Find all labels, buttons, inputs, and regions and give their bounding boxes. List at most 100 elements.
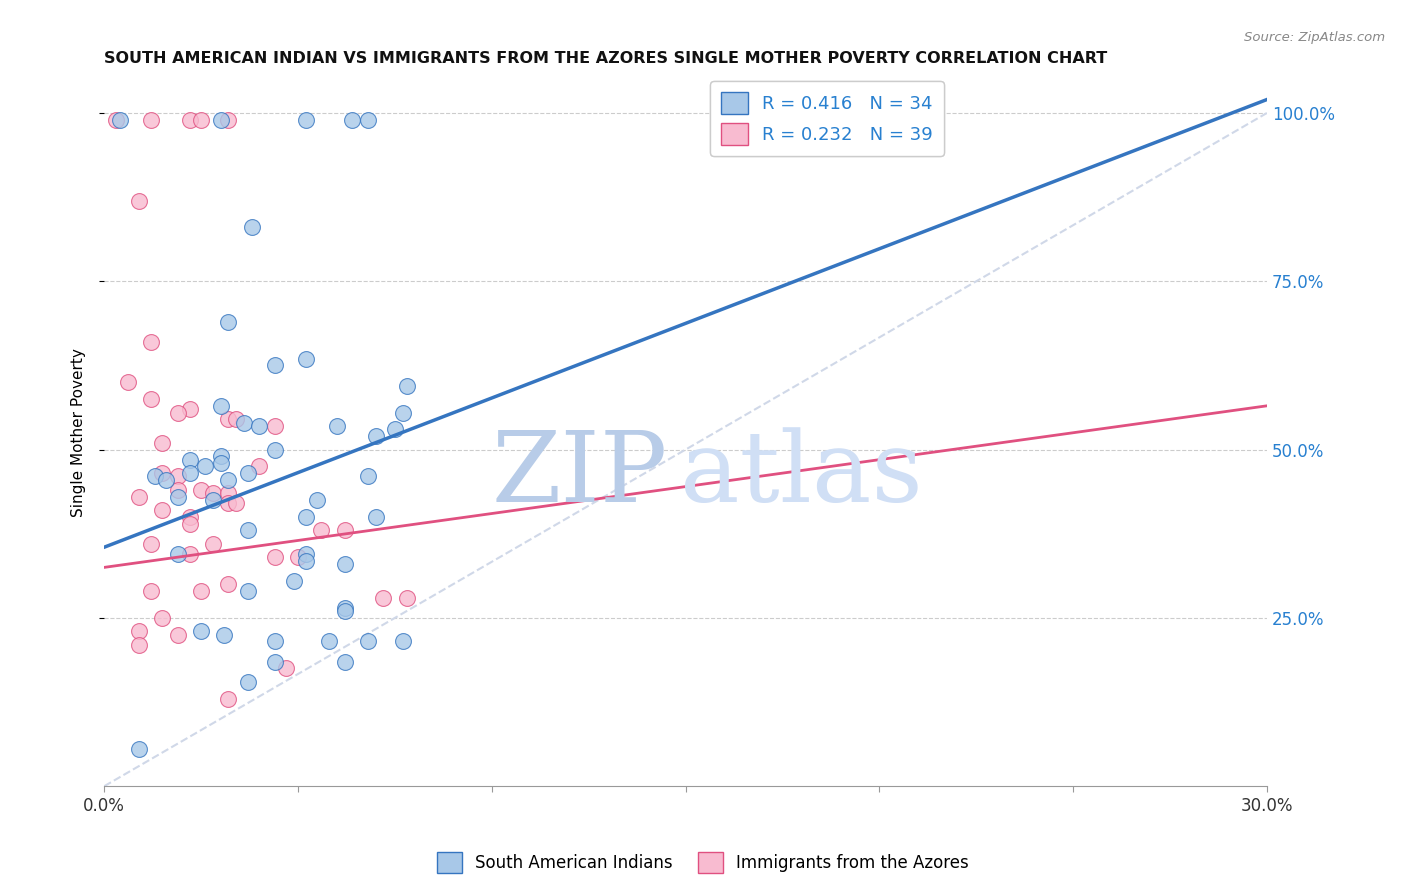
Point [194, 459, 217, 474]
Point [104, 112, 127, 127]
Point [139, 334, 162, 349]
Point [295, 351, 318, 366]
Point [364, 429, 387, 443]
Point [225, 496, 247, 510]
Point [152, 503, 174, 517]
Point [179, 112, 201, 127]
Point [287, 550, 309, 565]
Point [318, 634, 340, 648]
Point [217, 496, 239, 510]
Point [179, 516, 201, 531]
Point [201, 486, 224, 500]
Point [395, 591, 418, 605]
Point [167, 469, 190, 483]
Point [326, 419, 349, 434]
Point [283, 574, 305, 588]
Point [201, 493, 224, 508]
Point [209, 456, 232, 470]
Point [152, 611, 174, 625]
Point [364, 509, 387, 524]
Point [263, 550, 285, 565]
Point [179, 547, 201, 561]
Point [217, 315, 239, 329]
Point [152, 435, 174, 450]
Point [167, 490, 190, 504]
Y-axis label: Single Mother Poverty: Single Mother Poverty [72, 348, 86, 517]
Text: ZIP: ZIP [492, 427, 668, 523]
Point [263, 419, 285, 434]
Legend: South American Indians, Immigrants from the Azores: South American Indians, Immigrants from … [430, 846, 976, 880]
Point [247, 419, 270, 434]
Point [263, 359, 285, 373]
Point [217, 412, 239, 426]
Point [139, 112, 162, 127]
Point [167, 628, 190, 642]
Point [357, 112, 380, 127]
Point [307, 493, 329, 508]
Point [190, 583, 212, 598]
Point [276, 661, 298, 675]
Point [333, 604, 356, 618]
Point [236, 674, 259, 689]
Point [214, 628, 236, 642]
Text: SOUTH AMERICAN INDIAN VS IMMIGRANTS FROM THE AZORES SINGLE MOTHER POVERTY CORREL: SOUTH AMERICAN INDIAN VS IMMIGRANTS FROM… [104, 51, 1108, 66]
Point [240, 220, 263, 235]
Point [295, 112, 318, 127]
Point [263, 442, 285, 457]
Point [225, 412, 247, 426]
Point [179, 452, 201, 467]
Point [179, 509, 201, 524]
Point [333, 524, 356, 538]
Point [391, 406, 413, 420]
Point [128, 624, 150, 639]
Point [217, 112, 239, 127]
Point [263, 655, 285, 669]
Point [333, 600, 356, 615]
Point [395, 378, 418, 392]
Point [373, 591, 395, 605]
Point [209, 112, 232, 127]
Point [139, 537, 162, 551]
Point [179, 402, 201, 417]
Point [128, 490, 150, 504]
Point [357, 634, 380, 648]
Text: Source: ZipAtlas.com: Source: ZipAtlas.com [1244, 31, 1385, 45]
Point [190, 483, 212, 497]
Point [333, 557, 356, 571]
Point [139, 392, 162, 406]
Point [143, 469, 166, 483]
Point [108, 112, 131, 127]
Point [311, 524, 333, 538]
Legend: R = 0.416   N = 34, R = 0.232   N = 39: R = 0.416 N = 34, R = 0.232 N = 39 [710, 81, 943, 156]
Point [263, 634, 285, 648]
Point [357, 469, 380, 483]
Point [155, 473, 177, 487]
Point [236, 466, 259, 480]
Point [139, 583, 162, 598]
Point [236, 583, 259, 598]
Point [217, 691, 239, 706]
Point [179, 466, 201, 480]
Point [247, 459, 270, 474]
Text: atlas: atlas [679, 427, 922, 523]
Point [384, 422, 406, 436]
Point [295, 509, 318, 524]
Point [190, 112, 212, 127]
Point [128, 194, 150, 208]
Point [209, 399, 232, 413]
Point [232, 416, 254, 430]
Point [201, 537, 224, 551]
Point [295, 547, 318, 561]
Point [167, 547, 190, 561]
Point [128, 638, 150, 652]
Point [167, 406, 190, 420]
Point [117, 376, 139, 390]
Point [217, 577, 239, 591]
Point [217, 486, 239, 500]
Point [128, 742, 150, 756]
Point [391, 634, 413, 648]
Point [217, 473, 239, 487]
Point [333, 655, 356, 669]
Point [209, 450, 232, 464]
Point [167, 483, 190, 497]
